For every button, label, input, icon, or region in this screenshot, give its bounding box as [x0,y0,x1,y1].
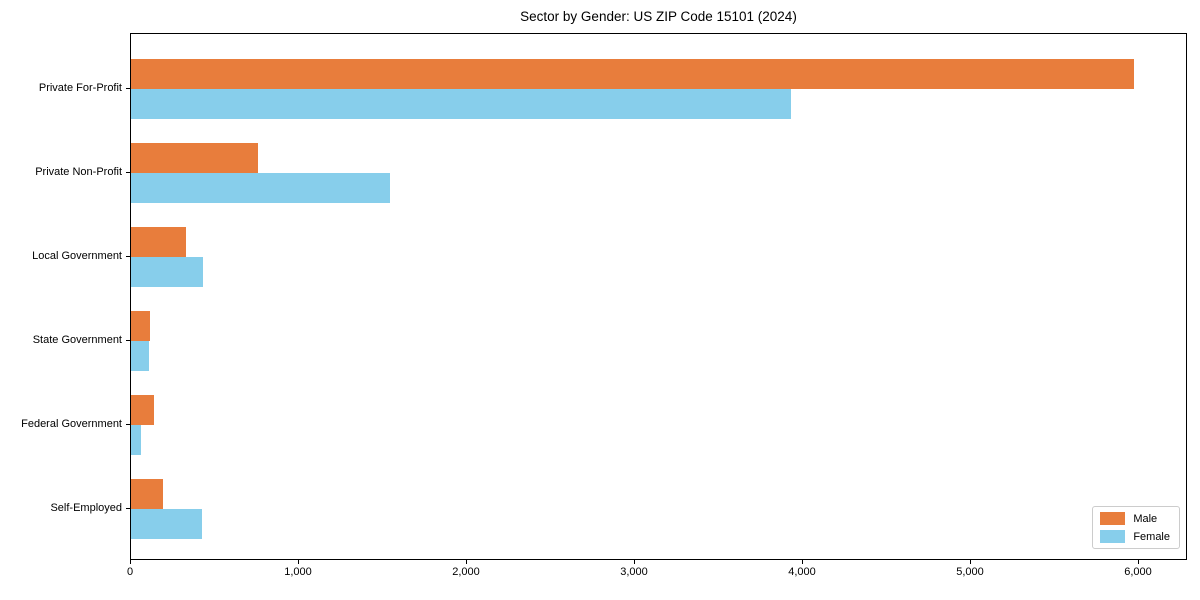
ytick-mark [126,172,130,173]
ytick-mark [126,88,130,89]
xtick-mark [466,560,467,564]
bar-female-private-non-profit [131,173,390,203]
xtick-mark [634,560,635,564]
bar-male-private-non-profit [131,143,258,173]
xtick-label-6000: 6,000 [1124,566,1152,578]
legend-swatch-male [1100,512,1126,525]
xtick-label-4000: 4,000 [788,566,816,578]
ytick-label-private-non-profit: Private Non-Profit [35,166,122,178]
xtick-label-5000: 5,000 [956,566,984,578]
xtick-mark [802,560,803,564]
ytick-label-local-government: Local Government [32,250,122,262]
bar-female-private-for-profit [131,89,792,119]
xtick-mark [970,560,971,564]
bar-female-state-government [131,341,149,371]
xtick-label-0: 0 [126,566,134,578]
legend-item-female: Female [1100,530,1170,543]
legend: Male Female [1092,506,1180,549]
bar-female-local-government [131,257,204,287]
ytick-label-self-employed: Self-Employed [50,502,122,514]
ytick-label-state-government: State Government [32,334,122,346]
bar-male-local-government [131,227,186,257]
bar-female-self-employed [131,509,202,539]
xtick-label-3000: 3,000 [620,566,648,578]
legend-item-male: Male [1100,512,1170,525]
xtick-mark [1138,560,1139,564]
xtick-mark [130,560,131,564]
legend-label-male: Male [1133,512,1158,525]
xtick-label-1000: 1,000 [284,566,312,578]
legend-label-female: Female [1133,530,1170,543]
xtick-mark [298,560,299,564]
ytick-mark [126,508,130,509]
plot-area: Male Female [130,33,1187,560]
ytick-mark [126,340,130,341]
bar-male-self-employed [131,479,163,509]
ytick-label-federal-government: Federal Government [21,418,122,430]
bar-female-federal-government [131,425,142,455]
bar-male-private-for-profit [131,59,1134,89]
chart-title: Sector by Gender: US ZIP Code 15101 (202… [520,9,797,24]
bar-male-federal-government [131,395,154,425]
ytick-label-private-for-profit: Private For-Profit [38,82,122,94]
legend-swatch-female [1100,530,1126,543]
bar-male-state-government [131,311,150,341]
ytick-mark [126,424,130,425]
xtick-label-2000: 2,000 [452,566,480,578]
ytick-mark [126,256,130,257]
